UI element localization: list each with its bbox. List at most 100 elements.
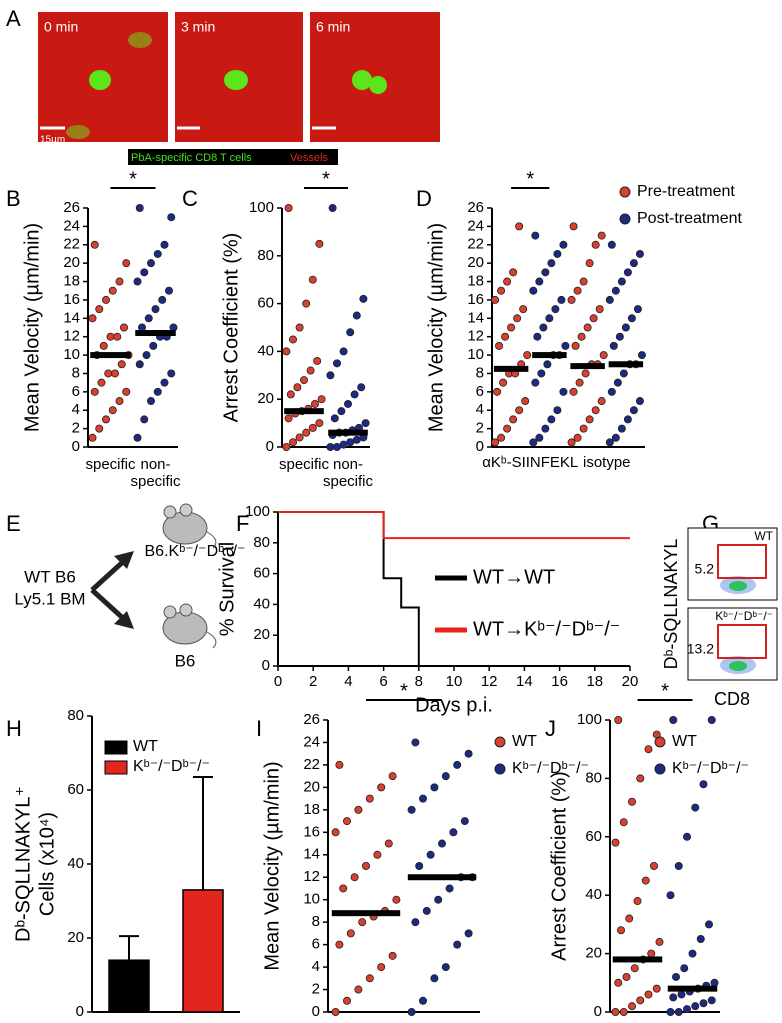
bar	[108, 959, 150, 1013]
data-point	[605, 438, 614, 447]
data-point	[313, 356, 322, 365]
data-point	[497, 286, 506, 295]
data-point	[354, 985, 363, 994]
data-point	[441, 772, 450, 781]
legend-label: WT→Kᵇ⁻/⁻Dᵇ⁻/⁻	[473, 618, 620, 640]
data-point	[441, 963, 450, 972]
data-point	[633, 305, 642, 314]
data-point	[625, 914, 634, 923]
median-bar	[608, 361, 644, 368]
data-point	[437, 839, 446, 848]
y-tick-label: 100	[577, 711, 602, 728]
data-point	[377, 783, 386, 792]
data-point	[666, 891, 675, 900]
data-point	[577, 332, 586, 341]
data-point	[352, 435, 361, 444]
median-bar	[407, 874, 477, 881]
data-point	[284, 414, 293, 423]
data-point	[133, 433, 142, 442]
data-point	[553, 249, 562, 258]
data-point	[509, 268, 518, 277]
data-point	[581, 369, 590, 378]
data-point	[135, 360, 144, 369]
data-point	[677, 990, 686, 999]
data-point	[164, 286, 173, 295]
data-point	[652, 984, 661, 993]
flow-label: Kᵇ⁻/⁻Dᵇ⁻/⁻	[715, 609, 773, 623]
data-point	[541, 424, 550, 433]
y-tick-label: 24	[467, 217, 484, 234]
data-point	[543, 360, 552, 369]
legend-label: Kᵇ⁻/⁻Dᵇ⁻/⁻	[512, 760, 589, 777]
y-tick-label: 22	[63, 236, 80, 253]
data-point	[306, 366, 315, 375]
axis-label: Dᵇ-SQLLNAKYL	[661, 539, 681, 670]
frame	[175, 12, 303, 142]
data-point	[491, 295, 500, 304]
data-point	[308, 423, 317, 432]
axis-label: % Survival	[216, 542, 238, 636]
data-point	[346, 438, 355, 447]
data-point	[133, 277, 142, 286]
legend-marker	[654, 736, 666, 748]
data-point	[579, 424, 588, 433]
legend-label: WT	[133, 738, 158, 755]
data-point	[691, 803, 700, 812]
data-point	[88, 433, 97, 442]
donor-label: WT B6	[24, 567, 76, 586]
y-tick-label: 12	[303, 868, 320, 885]
data-point	[641, 876, 650, 885]
data-point	[350, 873, 359, 882]
data-point	[122, 259, 131, 268]
y-tick-label: 80	[585, 769, 602, 786]
data-point	[317, 395, 326, 404]
data-point	[605, 295, 614, 304]
data-point	[384, 839, 393, 848]
data-point	[411, 738, 420, 747]
data-point	[567, 438, 576, 447]
data-point	[567, 295, 576, 304]
data-point	[614, 978, 623, 987]
data-point	[674, 862, 683, 871]
median-bar	[90, 352, 131, 359]
x-tick-label: 18	[586, 673, 603, 690]
data-point	[102, 415, 111, 424]
y-tick-label: 60	[585, 828, 602, 845]
data-point	[342, 996, 351, 1005]
median-bar	[493, 365, 529, 372]
data-point	[630, 964, 639, 973]
data-point	[585, 415, 594, 424]
data-point	[302, 299, 311, 308]
y-tick-label: 2	[312, 981, 320, 998]
y-tick-label: 16	[467, 291, 484, 308]
data-point	[696, 935, 705, 944]
legend-label: Kᵇ⁻/⁻Dᵇ⁻/⁻	[133, 758, 210, 775]
legend-label: Vessels	[290, 152, 328, 164]
data-point	[636, 774, 645, 783]
y-tick-label: 8	[312, 913, 320, 930]
data-point	[621, 323, 630, 332]
data-point	[352, 311, 361, 320]
donor-label: Ly5.1 BM	[14, 589, 85, 608]
data-point	[609, 341, 618, 350]
data-point	[434, 895, 443, 904]
x-tick-label: non-specific	[323, 456, 374, 490]
data-point	[144, 314, 153, 323]
y-tick-label: 20	[303, 778, 320, 795]
data-point	[282, 442, 291, 451]
frame	[310, 12, 440, 142]
data-point	[95, 424, 104, 433]
data-point	[597, 231, 606, 240]
frame-label: 6 min	[316, 19, 350, 35]
y-tick-label: 8	[72, 364, 80, 381]
y-tick-label: 6	[476, 383, 484, 400]
y-tick-label: 60	[253, 565, 270, 582]
median-bar	[667, 985, 718, 992]
data-point	[619, 1008, 628, 1017]
data-point	[315, 419, 324, 428]
data-point	[561, 341, 570, 350]
y-tick-label: 20	[63, 254, 80, 271]
data-point	[623, 415, 632, 424]
data-point	[418, 794, 427, 803]
